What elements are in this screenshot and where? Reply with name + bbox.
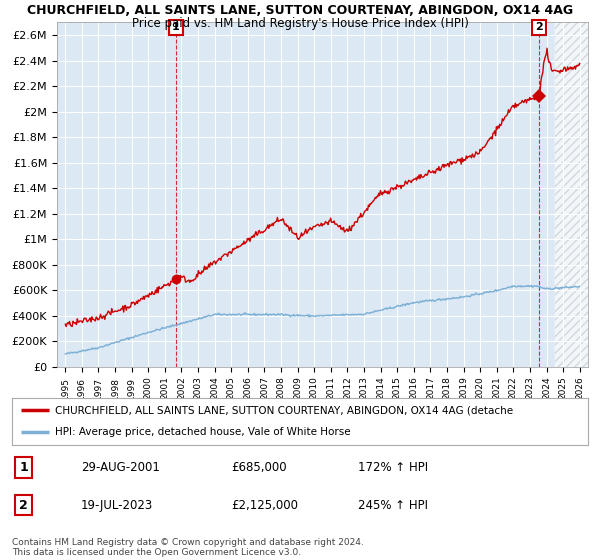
Text: 1: 1 xyxy=(172,22,180,32)
Text: 1: 1 xyxy=(19,461,28,474)
Text: 2: 2 xyxy=(19,498,28,512)
Text: 29-AUG-2001: 29-AUG-2001 xyxy=(81,461,160,474)
Text: 245% ↑ HPI: 245% ↑ HPI xyxy=(358,498,428,512)
Text: £685,000: £685,000 xyxy=(231,461,287,474)
Text: Price paid vs. HM Land Registry's House Price Index (HPI): Price paid vs. HM Land Registry's House … xyxy=(131,17,469,30)
Text: Contains HM Land Registry data © Crown copyright and database right 2024.
This d: Contains HM Land Registry data © Crown c… xyxy=(12,538,364,557)
Text: 2: 2 xyxy=(535,22,543,32)
Text: CHURCHFIELD, ALL SAINTS LANE, SUTTON COURTENAY, ABINGDON, OX14 4AG: CHURCHFIELD, ALL SAINTS LANE, SUTTON COU… xyxy=(27,4,573,17)
Text: 172% ↑ HPI: 172% ↑ HPI xyxy=(358,461,428,474)
Text: 19-JUL-2023: 19-JUL-2023 xyxy=(81,498,154,512)
Text: £2,125,000: £2,125,000 xyxy=(231,498,298,512)
Text: HPI: Average price, detached house, Vale of White Horse: HPI: Average price, detached house, Vale… xyxy=(55,427,351,437)
Text: CHURCHFIELD, ALL SAINTS LANE, SUTTON COURTENAY, ABINGDON, OX14 4AG (detache: CHURCHFIELD, ALL SAINTS LANE, SUTTON COU… xyxy=(55,405,514,416)
